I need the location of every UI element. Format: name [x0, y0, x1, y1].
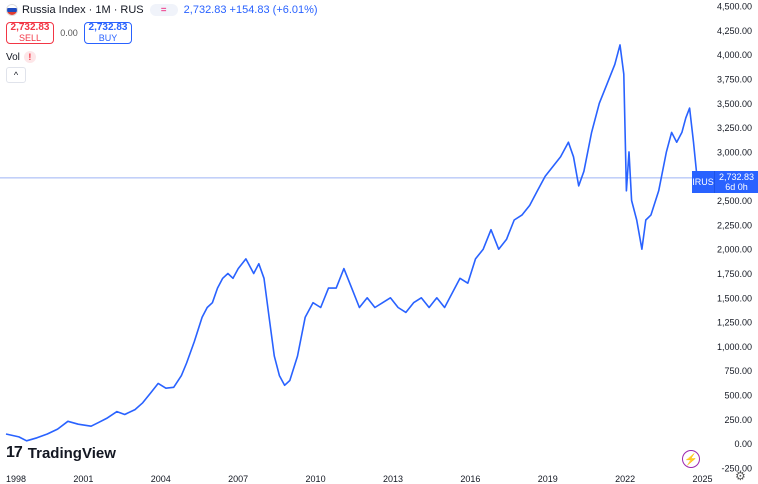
collapse-indicators-button[interactable]: ^ — [6, 67, 26, 83]
y-tick-label: 3,750.00 — [717, 74, 752, 84]
tradingview-logo[interactable]: 17 TradingView — [6, 444, 116, 462]
y-tick-label: 0.00 — [734, 439, 752, 449]
volume-label: Vol — [6, 51, 20, 63]
lightning-icon[interactable]: ⚡ — [682, 450, 700, 468]
y-axis: -250.00 0.00 250.00 500.00 750.00 1,000.00 1,2… — [717, 2, 752, 474]
x-tick-label: 1998 — [6, 474, 26, 484]
x-tick-label: 2010 — [306, 474, 326, 484]
y-tick-label: 4,500.00 — [717, 2, 752, 12]
equals-icon[interactable]: = — [149, 4, 178, 16]
series-line-russia-index — [5, 44, 704, 442]
y-tick-label: 500.00 — [724, 391, 752, 401]
legend: Russia Index · 1M · RUS = 2,732.83 +154.… — [6, 4, 318, 16]
sell-label: SELL — [18, 33, 42, 43]
symbol-title[interactable]: Russia Index · 1M · RUS — [22, 4, 144, 16]
volume-indicator[interactable]: Vol ! — [6, 51, 36, 63]
buy-button[interactable]: 2,732.83 BUY — [84, 22, 132, 44]
y-tick-label: 2,500.00 — [717, 196, 752, 206]
y-tick-label: 250.00 — [724, 415, 752, 425]
x-tick-label: 2013 — [383, 474, 403, 484]
y-tick-label: -250.00 — [721, 464, 752, 474]
buy-label: BUY — [98, 33, 118, 43]
y-tick-label: 3,000.00 — [717, 147, 752, 157]
y-tick-label: 1,500.00 — [717, 293, 752, 303]
x-axis: 1998 2001 2004 2007 2010 2013 2016 2019 2022 2025 — [6, 474, 713, 484]
x-tick-label: 2025 — [693, 474, 713, 484]
y-tick-label: 2,000.00 — [717, 245, 752, 255]
russia-flag-icon — [6, 4, 18, 16]
tradingview-mark-icon: 17 — [6, 444, 23, 461]
gear-icon[interactable]: ⚙ — [735, 469, 746, 483]
x-tick-label: 2019 — [538, 474, 558, 484]
y-tick-label: 4,000.00 — [717, 50, 752, 60]
sell-button[interactable]: 2,732.83 SELL — [6, 22, 54, 44]
x-tick-label: 2016 — [460, 474, 480, 484]
buy-price: 2,732.83 — [88, 22, 128, 33]
y-tick-label: 1,750.00 — [717, 269, 752, 279]
spread-value: 0.00 — [60, 28, 78, 38]
y-tick-label: 1,000.00 — [717, 342, 752, 352]
y-tick-label: 1,250.00 — [717, 318, 752, 328]
x-tick-label: 2007 — [228, 474, 248, 484]
price-tag-countdown: 6d 0h — [725, 181, 748, 192]
y-tick-label: 750.00 — [724, 366, 752, 376]
price-tag-symbol: IRUS — [692, 170, 715, 193]
x-tick-label: 2004 — [151, 474, 171, 484]
y-tick-label: 4,250.00 — [717, 26, 752, 36]
price-tag-value: 2,732.83 — [718, 171, 755, 182]
x-tick-label: 2001 — [73, 474, 93, 484]
y-tick-label: 2,250.00 — [717, 220, 752, 230]
y-tick-label: 3,250.00 — [717, 123, 752, 133]
last-price-tag: IRUS 2,732.83 6d 0h — [692, 170, 758, 193]
sell-price: 2,732.83 — [10, 22, 50, 33]
warning-icon[interactable]: ! — [23, 51, 36, 63]
brand-name: TradingView — [27, 444, 116, 462]
price-change: 2,732.83 +154.83 (+6.01%) — [183, 4, 318, 16]
trade-panel: 2,732.83 SELL 0.00 2,732.83 BUY — [6, 22, 132, 44]
x-tick-label: 2022 — [615, 474, 635, 484]
y-tick-label: 3,500.00 — [717, 99, 752, 109]
